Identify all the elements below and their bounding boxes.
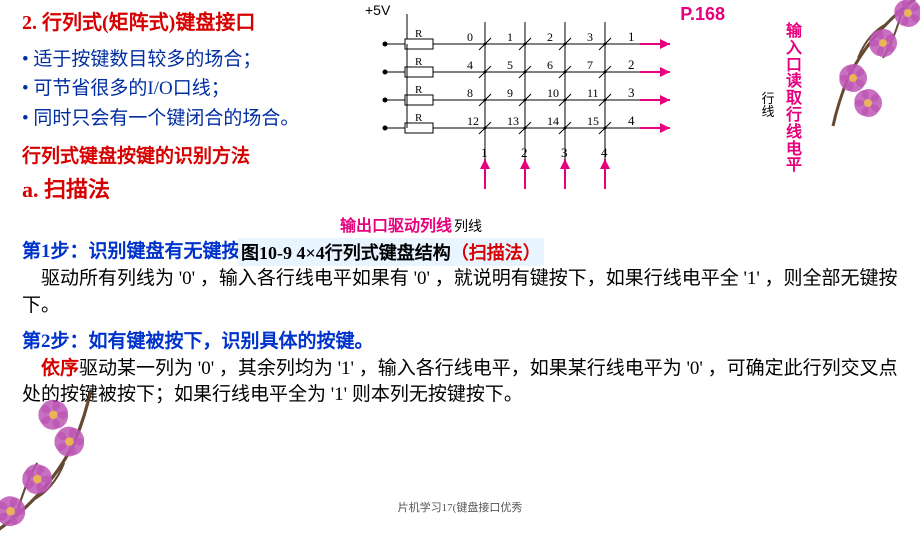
svg-text:13: 13: [507, 114, 519, 128]
svg-text:15: 15: [587, 114, 599, 128]
svg-text:R: R: [415, 84, 423, 96]
row-line-side-label: 行线: [761, 92, 775, 118]
svg-text:R: R: [415, 28, 423, 40]
svg-text:3: 3: [561, 145, 568, 160]
step2-block: 第2步：如有键被按下，识别具体的按键。 依序驱动某一列为 '0' ，其余列均为 …: [22, 329, 910, 409]
flower-decoration-icon: [0, 388, 118, 538]
step2-lead: 依序: [41, 358, 79, 379]
column-drive-caption: 输出口驱动列线列线: [340, 212, 482, 236]
row-input-vertical-label: 输入口读取行线电平: [784, 24, 804, 175]
step2-body: 驱动某一列为 '0' ，其余列均为 '1' ，输入各行线电平，如果某行线电平为 …: [22, 358, 898, 406]
svg-text:6: 6: [547, 58, 553, 72]
svg-text:4: 4: [601, 145, 608, 160]
flower-decoration-icon: [808, 0, 920, 128]
svg-text:1: 1: [481, 145, 488, 160]
column-drive-red: 输出口驱动列线: [340, 218, 452, 235]
svg-text:9: 9: [507, 86, 513, 100]
svg-text:3: 3: [587, 30, 593, 44]
svg-text:1: 1: [507, 30, 513, 44]
svg-text:R: R: [415, 56, 423, 68]
svg-text:14: 14: [547, 114, 559, 128]
svg-text:12: 12: [467, 114, 479, 128]
svg-text:1: 1: [628, 29, 635, 44]
svg-text:5: 5: [507, 58, 513, 72]
figure-caption: 图10-9 4×4行列式键盘结构（扫描法）: [238, 238, 544, 266]
step1-body: 驱动所有列线为 '0' ，输入各行线电平如果有 '0' ，就说明有键按下，如果行…: [22, 268, 898, 316]
svg-text:R: R: [415, 112, 423, 124]
figure-caption-main: 图10-9 4×4行列式键盘结构: [241, 243, 451, 263]
svg-text:7: 7: [587, 58, 593, 72]
svg-text:10: 10: [547, 86, 559, 100]
figure-caption-suffix: （扫描法）: [451, 243, 541, 263]
svg-text:2: 2: [547, 30, 553, 44]
svg-text:4: 4: [628, 113, 635, 128]
svg-text:0: 0: [467, 30, 473, 44]
svg-text:2: 2: [628, 57, 635, 72]
column-line-label: 列线: [454, 220, 482, 235]
footer-note: 片机学习17(键盘接口优秀: [398, 499, 523, 515]
step2-title: 第2步：如有键被按下，识别具体的按键。: [22, 331, 374, 352]
svg-text:8: 8: [467, 86, 473, 100]
svg-text:2: 2: [521, 145, 528, 160]
svg-text:4: 4: [467, 58, 473, 72]
svg-text:11: 11: [587, 86, 599, 100]
svg-text:3: 3: [628, 85, 635, 100]
keyboard-matrix-diagram: 1234R10123R24567R3891011R412131415: [370, 14, 700, 214]
